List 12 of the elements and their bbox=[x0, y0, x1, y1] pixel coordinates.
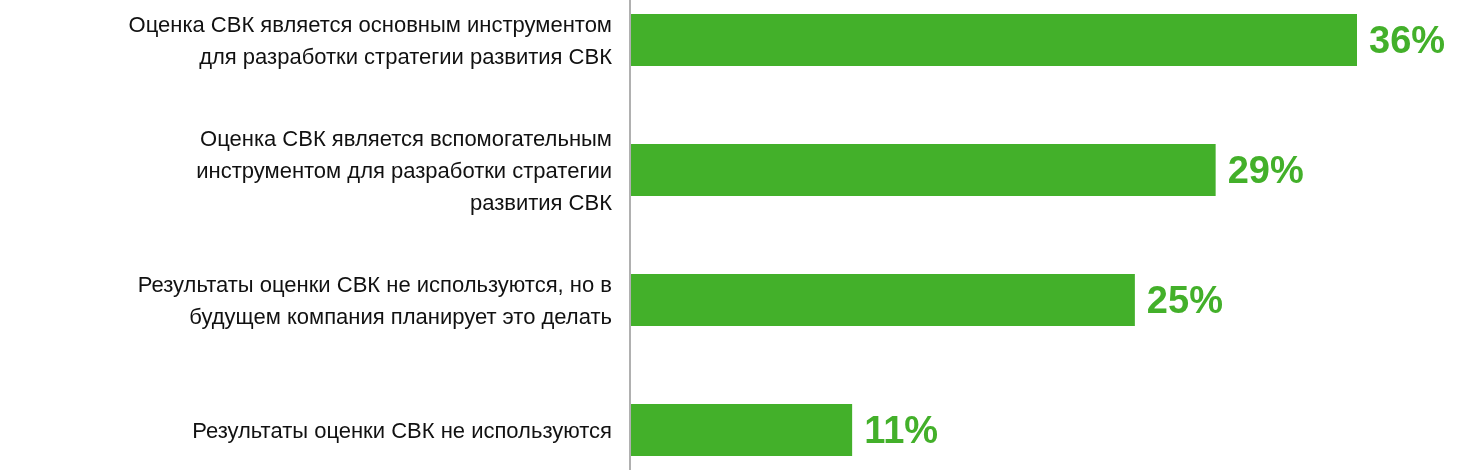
bar bbox=[630, 144, 1216, 196]
y-tick-label: Результаты оценки СВК не используются bbox=[192, 417, 612, 443]
data-label: 36% bbox=[1369, 19, 1446, 62]
bar bbox=[630, 274, 1135, 326]
bar bbox=[630, 404, 853, 456]
data-label: 29% bbox=[1227, 149, 1304, 192]
bar bbox=[630, 14, 1357, 66]
data-label: 11% bbox=[864, 409, 939, 452]
data-label: 25% bbox=[1146, 279, 1223, 322]
y-tick-label: Оценка СВК является вспомогательным инструментом для разработки стратегии развития СВК bbox=[196, 125, 613, 215]
y-tick-label: Оценка СВК является основным инструментом для разработки стратегии развития СВК bbox=[128, 11, 613, 69]
y-tick-label: Результаты оценки СВК не используются, но в будущем компания планирует это делать bbox=[137, 271, 612, 329]
